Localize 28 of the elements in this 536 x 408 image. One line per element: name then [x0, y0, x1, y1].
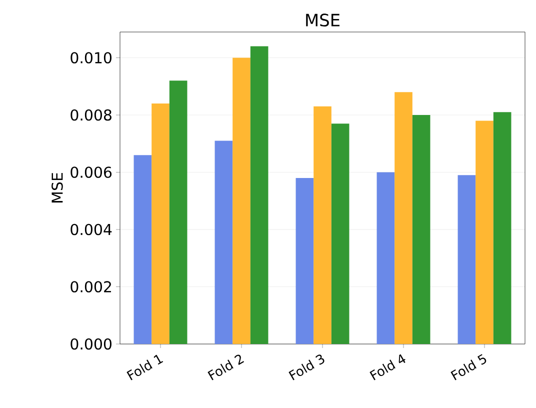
bar	[376, 172, 395, 344]
x-tick-label: Fold 5	[450, 354, 486, 380]
y-tick-label: 0.008	[70, 109, 112, 121]
y-tick-label: 0.004	[70, 224, 112, 236]
bar	[152, 104, 170, 344]
y-axis-title: MSE	[52, 173, 63, 202]
bar	[394, 92, 412, 344]
bar	[331, 124, 350, 344]
bar	[250, 46, 268, 344]
bar	[476, 120, 494, 344]
y-tick-label: 0.006	[70, 166, 112, 178]
x-tick-label: Fold 3	[288, 354, 324, 380]
bar	[214, 140, 233, 344]
x-tick-label: Fold 2	[208, 354, 244, 380]
y-tick-label: 0.002	[70, 281, 111, 292]
bar	[493, 112, 512, 344]
x-tick-label: Fold 1	[126, 354, 164, 380]
bar	[412, 115, 430, 344]
bar	[314, 106, 332, 344]
y-tick-label: 0.000	[70, 338, 112, 350]
bar	[458, 175, 476, 344]
x-tick-label: Fold 4	[370, 354, 406, 380]
bar	[134, 155, 152, 344]
chart-title: MSE	[306, 14, 340, 26]
y-tick-label: 0.010	[70, 52, 112, 64]
bar	[296, 178, 314, 344]
bar	[169, 80, 188, 344]
bar	[232, 58, 250, 344]
